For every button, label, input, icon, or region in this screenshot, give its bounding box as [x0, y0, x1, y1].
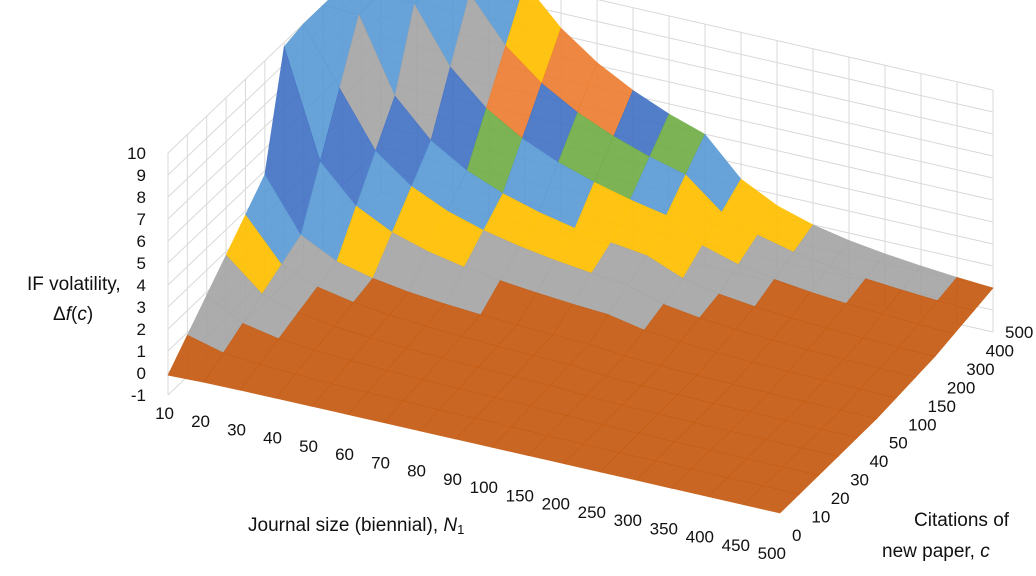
- y-tick-label: 0: [792, 526, 801, 545]
- x-tick-label: 200: [542, 495, 570, 514]
- x-tick-label: 90: [443, 470, 462, 489]
- z-tick-label: 9: [137, 166, 146, 185]
- x-axis-label: Journal size (biennial), N1: [248, 515, 464, 537]
- z-tick-label: 1: [137, 342, 146, 361]
- y-tick-label: 500: [1005, 323, 1033, 342]
- z-axis-label-line2: Δf(c): [53, 304, 93, 325]
- z-tick-label: 2: [137, 320, 146, 339]
- x-tick-label: 100: [470, 478, 498, 497]
- x-tick-label: 450: [722, 536, 750, 555]
- y-tick-label: 30: [850, 471, 869, 490]
- z-tick-label: 3: [137, 298, 146, 317]
- z-tick-label: 6: [137, 232, 146, 251]
- y-tick-label: 10: [811, 508, 830, 527]
- z-tick-label: 7: [137, 210, 146, 229]
- y-tick-label: 100: [908, 415, 936, 434]
- z-tick-label: 5: [137, 254, 146, 273]
- y-tick-label: 200: [947, 378, 975, 397]
- z-tick-label: 0: [137, 364, 146, 383]
- x-tick-label: 250: [578, 503, 606, 522]
- y-tick-label: 50: [889, 434, 908, 453]
- x-tick-label: 70: [371, 453, 390, 472]
- y-tick-label: 150: [928, 397, 956, 416]
- y-tick-label: 300: [966, 360, 994, 379]
- y-tick-label: 20: [831, 489, 850, 508]
- y-axis-label-line2: new paper, c: [882, 541, 990, 562]
- x-tick-label: 300: [614, 511, 642, 530]
- x-tick-label: 80: [407, 462, 426, 481]
- y-axis-label-line1: Citations of: [914, 510, 1010, 531]
- surface-plot: [167, 0, 994, 514]
- x-tick-label: 40: [263, 429, 282, 448]
- z-axis-label-line1: IF volatility,: [27, 274, 121, 295]
- gridline-z: [167, 0, 994, 198]
- x-tick-label: 60: [335, 445, 354, 464]
- y-tick-label: 400: [986, 341, 1014, 360]
- x-tick-label: 350: [650, 519, 678, 538]
- x-tick-label: 20: [191, 412, 210, 431]
- z-tick-label: 8: [137, 188, 146, 207]
- z-tick-label: 4: [137, 276, 146, 295]
- z-tick-label: 10: [127, 144, 146, 163]
- gridline-z: [167, 0, 994, 176]
- z-tick-label: -1: [131, 386, 146, 405]
- x-tick-label: 150: [506, 486, 534, 505]
- x-tick-label: 10: [155, 404, 174, 423]
- x-tick-label: 50: [299, 437, 318, 456]
- x-tick-label: 500: [758, 544, 786, 563]
- surface-cell: [743, 485, 800, 514]
- gridline-z: [167, 0, 994, 154]
- x-tick-label: 30: [227, 420, 246, 439]
- x-tick-label: 400: [686, 528, 714, 547]
- y-tick-label: 40: [869, 452, 888, 471]
